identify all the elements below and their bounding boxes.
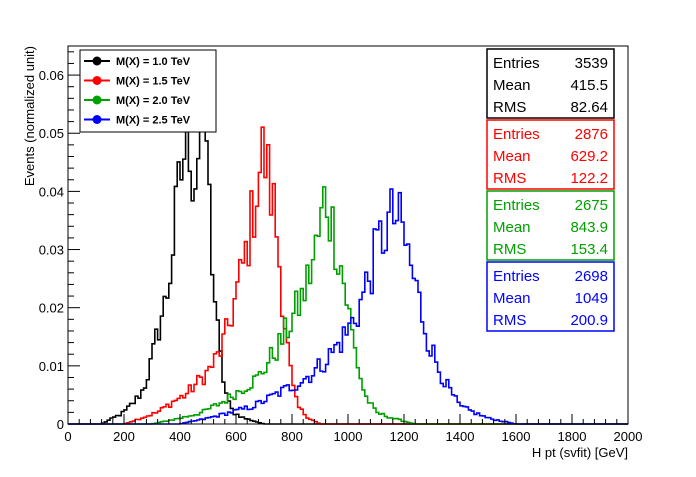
stats-box <box>486 261 615 332</box>
legend-label: M(X) = 2.0 TeV <box>116 95 191 107</box>
stats-key: Entries <box>493 197 540 214</box>
y-tick-label: 0.03 <box>39 243 64 258</box>
x-tick-label: 400 <box>169 429 191 444</box>
stats-box <box>486 119 615 190</box>
stats-key: RMS <box>493 170 526 187</box>
legend-marker <box>92 56 102 66</box>
x-tick-label: 200 <box>113 429 135 444</box>
stats-value: 2675 <box>575 197 608 214</box>
stats-key: Mean <box>493 290 531 307</box>
y-axis-label: Events (normalized unit) <box>22 46 37 186</box>
x-tick-label: 0 <box>64 429 71 444</box>
stats-value: 843.9 <box>570 219 608 236</box>
stats-key: RMS <box>493 99 526 116</box>
x-tick-label: 1400 <box>446 429 475 444</box>
y-tick-label: 0.01 <box>39 359 64 374</box>
axes-layer: 0 200 400 600 800 1000 1200 1400 1600 1800 2000 0 0.… <box>39 51 643 444</box>
stats-value: 415.5 <box>570 77 608 94</box>
legend-label: M(X) = 1.0 TeV <box>116 56 191 68</box>
y-tick-label: 0.02 <box>39 301 64 316</box>
legend-marker <box>92 95 102 105</box>
stats-value: 153.4 <box>570 241 608 258</box>
x-tick-label: 600 <box>225 429 247 444</box>
y-tick-label: 0.04 <box>39 184 64 199</box>
stats-key: Mean <box>493 148 531 165</box>
stats-key: RMS <box>493 241 526 258</box>
stats-key: Mean <box>493 219 531 236</box>
legend-marker <box>92 115 102 124</box>
x-tick-label: 1000 <box>334 429 363 444</box>
stats-value: 82.64 <box>570 99 608 116</box>
x-tick-label: 1600 <box>502 429 531 444</box>
stats-value: 2698 <box>575 268 608 285</box>
legend-label: M(X) = 1.5 TeV <box>116 76 191 88</box>
stats-key: Entries <box>493 126 540 143</box>
stats-key: Entries <box>493 55 540 72</box>
stats-value: 122.2 <box>570 170 608 187</box>
stats-key: RMS <box>493 312 526 329</box>
stats-key: Mean <box>493 77 531 94</box>
x-tick-label: 2000 <box>614 429 643 444</box>
stats-value: 200.9 <box>570 312 608 329</box>
histogram-series-4 <box>68 188 628 425</box>
legend: M(X) = 1.0 TeV M(X) = 1.5 TeV M(X) = 2.0 T… <box>79 49 217 133</box>
x-tick-label: 1800 <box>558 429 587 444</box>
x-tick-label: 1200 <box>390 429 419 444</box>
legend-label: M(X) = 2.5 TeV <box>116 115 191 127</box>
stats-box <box>486 190 615 261</box>
stats-value: 1049 <box>575 290 608 307</box>
stats-box <box>486 48 615 119</box>
y-tick-label: 0.05 <box>39 126 64 141</box>
legend-marker <box>92 76 102 85</box>
stats-key: Entries <box>493 268 540 285</box>
x-axis-label: H pt (svfit) [GeV] <box>532 445 628 460</box>
stats-value: 629.2 <box>570 148 608 165</box>
stats-value: 2876 <box>575 126 608 143</box>
x-tick-label: 800 <box>281 429 303 444</box>
stats-boxes: Entries 3539 Mean 415.5 RMS 82.64 Entries 2876 M… <box>486 48 615 332</box>
y-tick-label: 0.06 <box>39 68 64 83</box>
legend-box <box>79 49 217 133</box>
stats-value: 3539 <box>575 55 608 72</box>
y-tick-label: 0 <box>57 417 64 432</box>
